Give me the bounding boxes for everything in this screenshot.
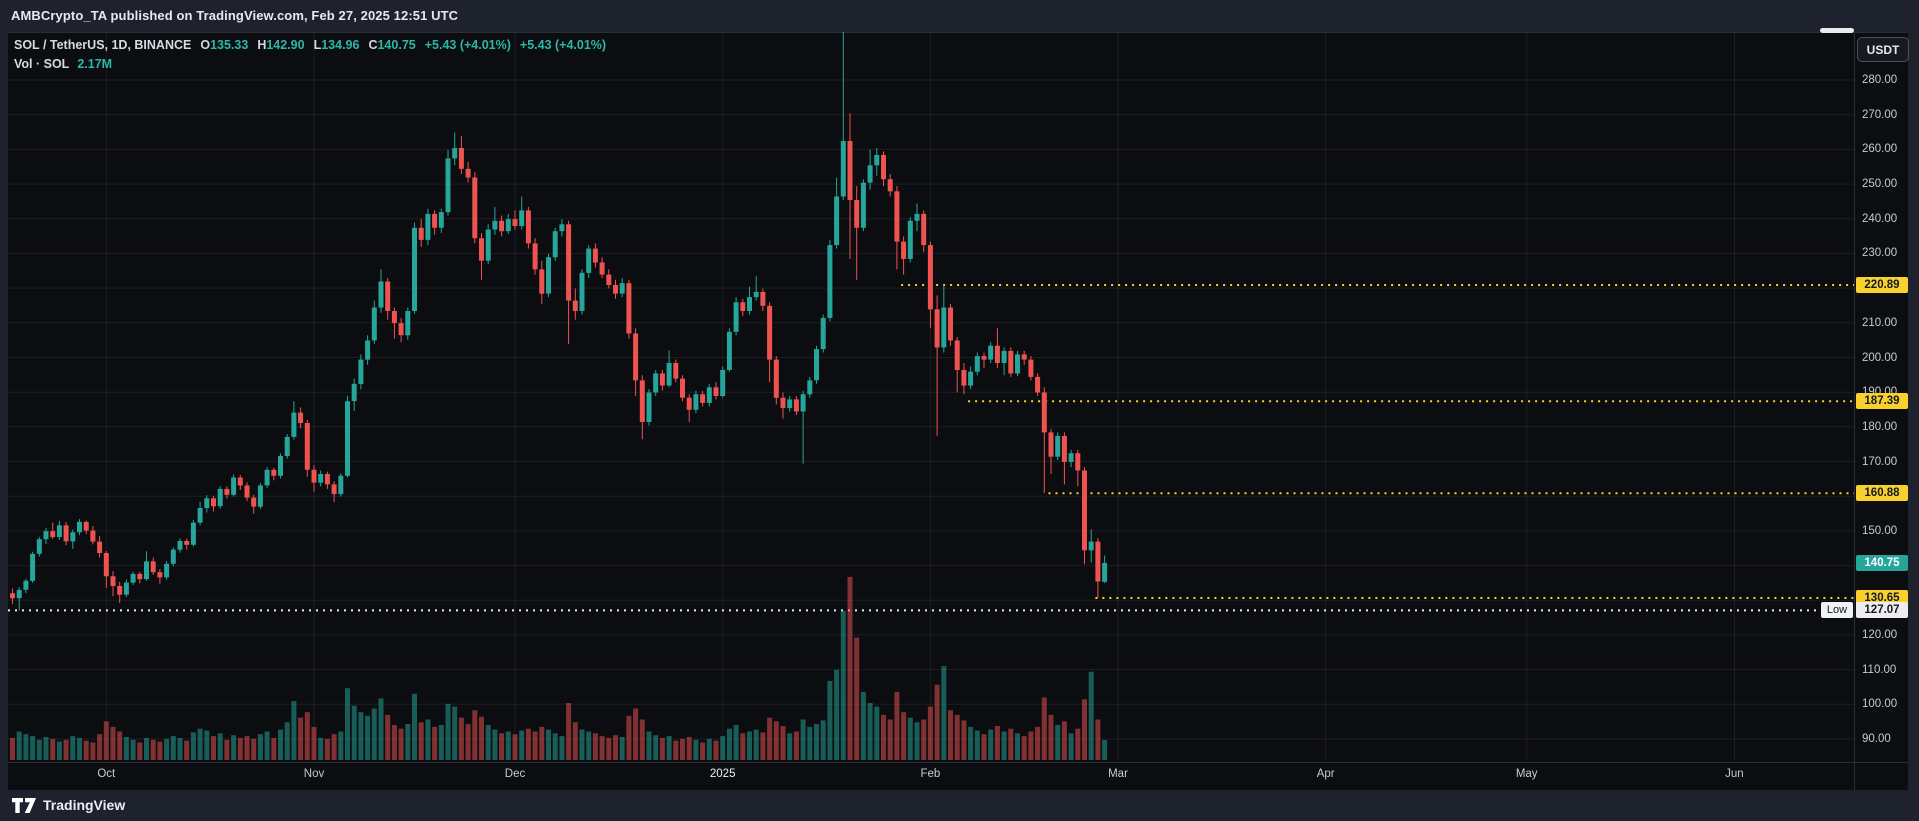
currency-unit-button[interactable]: USDT (1857, 37, 1909, 62)
level-price-label: 127.07 (1856, 602, 1908, 619)
price-axis-separator (1854, 32, 1855, 790)
high-value: H142.90 (257, 38, 305, 52)
volume-value: 2.17M (77, 57, 113, 71)
price-tick-label: 240.00 (1862, 212, 1898, 225)
chart-pane[interactable] (8, 32, 1908, 791)
last-price-label: 140.75 (1856, 555, 1908, 571)
close-value: C140.75 (368, 38, 416, 52)
price-tick-label: 270.00 (1862, 108, 1898, 121)
time-tick-label: 2025 (709, 768, 736, 780)
time-tick-label: Apr (1316, 768, 1335, 780)
tradingview-logo-text: TradingView (43, 797, 126, 813)
footer-bar: TradingView (0, 790, 1919, 821)
time-tick-label: Nov (303, 768, 325, 780)
price-tick-label: 120.00 (1862, 628, 1898, 641)
tradingview-logo-icon (12, 797, 36, 813)
time-tick-label: Oct (97, 768, 116, 780)
price-tick-label: 200.00 (1862, 351, 1898, 364)
time-tick-label: Feb (920, 768, 941, 780)
price-tick-label: 180.00 (1862, 420, 1898, 433)
change-value-secondary: +5.43 (+4.01%) (519, 38, 607, 52)
publisher-note: AMBCrypto_TA published on TradingView.co… (11, 8, 459, 23)
symbol-title[interactable]: SOL / TetherUS, 1D, BINANCE (14, 38, 192, 52)
price-tick-label: 90.00 (1862, 733, 1891, 745)
price-tick-label: 100.00 (1862, 698, 1898, 711)
price-tick-label: 230.00 (1862, 247, 1898, 260)
price-tick-label: 260.00 (1862, 143, 1898, 156)
volume-label[interactable]: Vol · SOL (14, 57, 70, 71)
open-value: O135.33 (200, 38, 249, 52)
low-value: L134.96 (313, 38, 360, 52)
price-tick-label: 250.00 (1862, 178, 1898, 191)
price-tick-label: 210.00 (1862, 316, 1898, 329)
level-price-label: 220.89 (1856, 277, 1908, 293)
low-marker-tag: Low (1821, 602, 1853, 619)
time-tick-label: Mar (1108, 768, 1128, 780)
level-price-label: 130.65 (1856, 590, 1908, 606)
time-tick-label: May (1515, 768, 1538, 780)
time-tick-label: Dec (504, 768, 526, 780)
chart-legend: SOL / TetherUS, 1D, BINANCE O135.33 H142… (14, 38, 606, 71)
level-price-label: 160.88 (1856, 485, 1908, 502)
price-tick-label: 150.00 (1862, 524, 1898, 537)
publisher-bar: AMBCrypto_TA published on TradingView.co… (0, 0, 1919, 32)
time-axis-separator (8, 762, 1908, 763)
price-tick-label: 280.00 (1862, 74, 1898, 86)
tradingview-logo[interactable]: TradingView (12, 797, 125, 813)
level-price-label: 187.39 (1856, 393, 1908, 410)
price-tick-label: 170.00 (1862, 455, 1898, 468)
time-tick-label: Jun (1725, 768, 1744, 780)
toolbar-handle[interactable] (1820, 28, 1854, 33)
price-tick-label: 110.00 (1862, 663, 1897, 676)
change-value: +5.43 (+4.01%) (424, 38, 511, 52)
